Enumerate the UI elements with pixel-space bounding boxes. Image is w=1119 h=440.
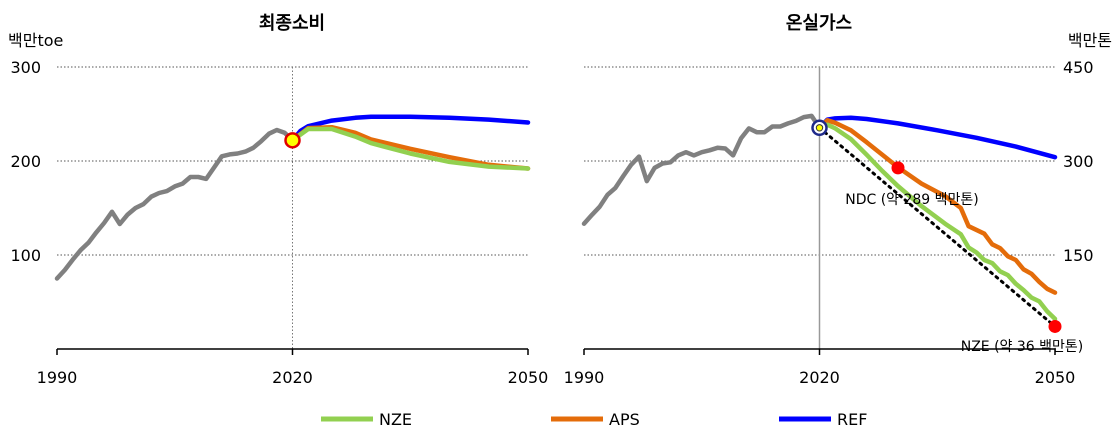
series-line-ref bbox=[817, 115, 1058, 160]
series-line-nze bbox=[290, 126, 531, 171]
x-tick-label: 2050 bbox=[508, 368, 549, 387]
x-tick-label: 2020 bbox=[272, 368, 313, 387]
panel-title: 최종소비 bbox=[259, 13, 325, 34]
legend-label: NZE bbox=[379, 410, 412, 429]
target-point bbox=[891, 161, 905, 175]
y-axis-unit: 백만toe bbox=[8, 31, 63, 50]
series-line-nze bbox=[817, 122, 1058, 322]
x-tick-label: 2020 bbox=[799, 368, 840, 387]
target-point bbox=[1048, 319, 1062, 333]
y-tick-label: 300 bbox=[1063, 152, 1094, 171]
y-tick-label: 300 bbox=[10, 58, 41, 77]
series-line-aps bbox=[817, 118, 1058, 295]
legend-label: APS bbox=[609, 410, 640, 429]
target-point-label: NZE (약 36 백만톤) bbox=[961, 339, 1084, 355]
y-tick-label: 100 bbox=[10, 246, 41, 265]
x-tick-label: 1990 bbox=[37, 368, 78, 387]
series-line-aps bbox=[290, 124, 531, 171]
y-tick-label: 200 bbox=[10, 152, 41, 171]
legend: NZE APS REF bbox=[321, 410, 867, 429]
panel-final-consumption: 최종소비 백만toe 100 200 300 1990 2020 2050 bbox=[8, 13, 548, 387]
y-axis-unit: 백만톤 bbox=[1068, 31, 1112, 50]
x-tick-label: 1990 bbox=[564, 368, 605, 387]
panel-title: 온실가스 bbox=[786, 13, 852, 34]
base-year-marker-dot bbox=[815, 124, 824, 132]
series-line-history bbox=[581, 113, 822, 226]
legend-label: REF bbox=[837, 410, 867, 429]
y-tick-label: 150 bbox=[1063, 246, 1094, 265]
y-tick-label: 450 bbox=[1063, 58, 1094, 77]
x-tick-label: 2050 bbox=[1035, 368, 1076, 387]
series-line-history bbox=[54, 127, 295, 281]
base-year-marker bbox=[284, 132, 301, 149]
target-point-label: NDC (약 289 백만톤) bbox=[845, 192, 979, 208]
target-path-line bbox=[818, 126, 1057, 328]
panel-greenhouse-gas: 온실가스 백만톤 150 300 450 1990 2020 2050 NDC (약 289… bbox=[564, 13, 1112, 387]
